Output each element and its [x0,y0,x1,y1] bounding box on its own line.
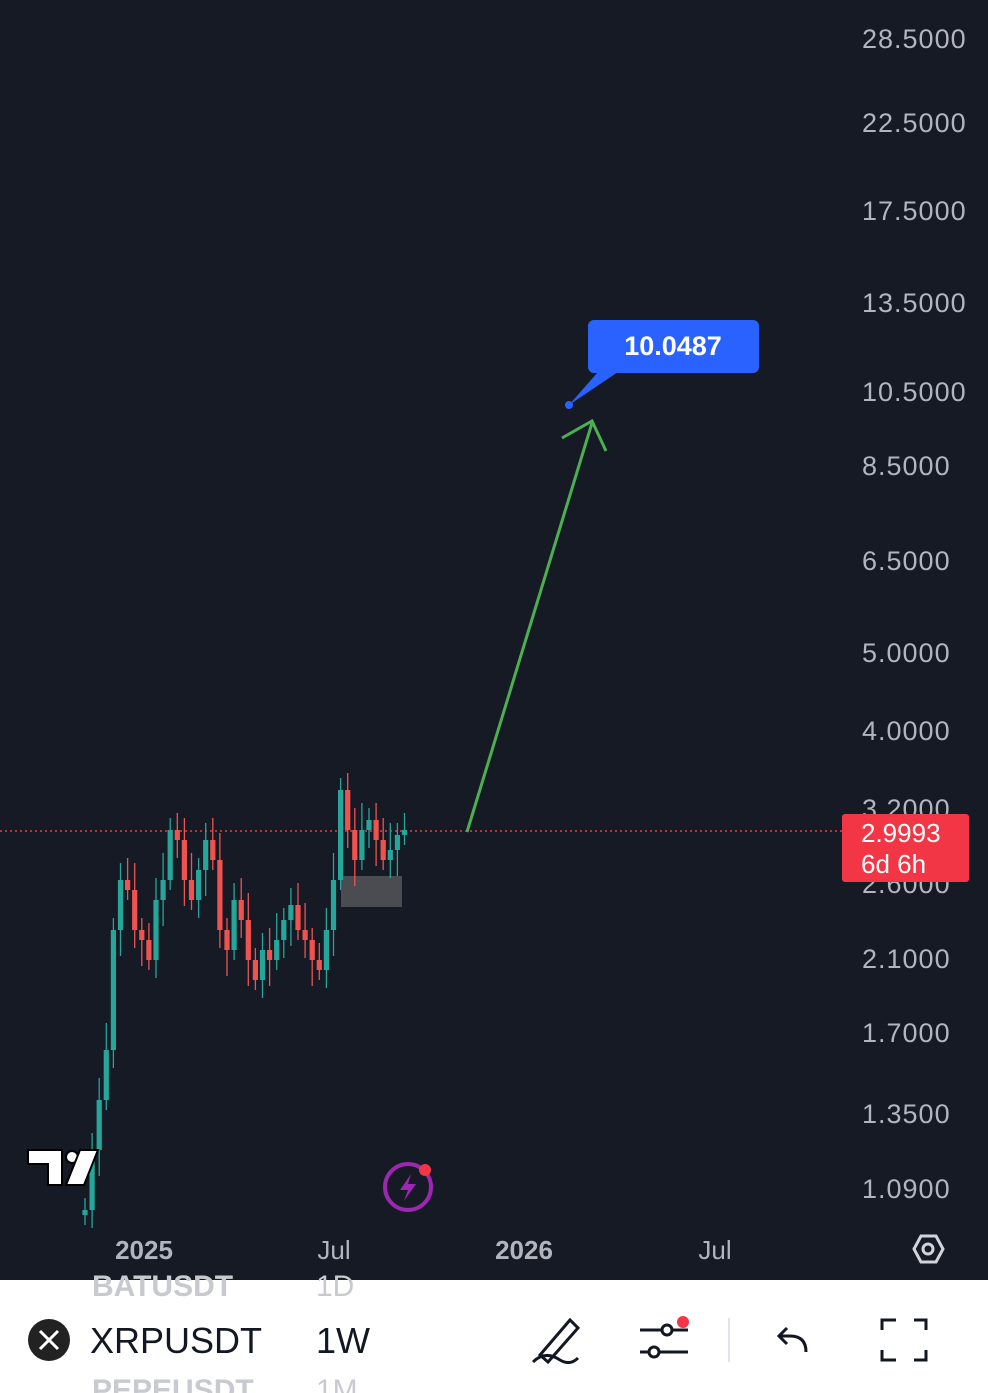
ghost-symbol: BATUSDT [92,1270,233,1303]
last-price: 2.9993 [861,818,941,848]
draw-icon[interactable] [531,1317,581,1365]
candle [309,940,315,960]
time-label: Jul [317,1235,350,1265]
ghost-interval: 1M [316,1374,358,1393]
time-label: 2026 [495,1235,553,1265]
toolbar [0,1280,988,1393]
flash-badge [419,1164,431,1176]
candle [217,860,223,930]
price-label: 22.5000 [862,108,967,138]
candle [181,840,187,880]
price-label: 2.1000 [862,944,951,974]
candle [188,880,195,900]
candle [196,870,202,900]
arrow [465,422,594,833]
candle [380,840,386,860]
interval[interactable]: 1W [316,1320,370,1361]
candle [330,880,337,930]
symbol-icon-x [38,1329,60,1351]
candle [210,840,216,860]
candle [288,905,294,920]
symbol[interactable]: XRPUSDT [90,1320,262,1361]
ghost-interval: 1D [316,1270,354,1303]
indicators-icon[interactable] [640,1323,688,1359]
price-label: 17.5000 [862,196,967,226]
candle [238,900,244,920]
candle [174,830,180,840]
candle [96,1100,102,1150]
arrow-head [561,418,608,452]
candle [231,900,237,950]
price-label: 1.7000 [862,1018,951,1048]
candle [316,960,322,970]
candle [259,950,266,980]
undo-icon[interactable] [776,1326,808,1353]
price-label: 13.5000 [862,288,967,318]
price-label: 28.5000 [862,24,967,54]
candle [82,1210,88,1215]
candle [167,830,173,880]
candle [373,820,379,840]
candle [295,905,301,930]
candle [139,930,145,940]
candle [245,920,251,960]
settings-dot [921,1242,935,1256]
price-label: 8.5000 [862,451,951,481]
price-label: 5.0000 [862,638,951,668]
candles [82,773,408,1228]
countdown: 6d 6h [861,849,926,879]
candle [103,1050,109,1100]
settings-icon[interactable] [912,1234,945,1264]
price-label: 1.0900 [862,1174,951,1204]
candle [401,830,408,835]
candle [153,900,159,960]
callout [588,320,759,373]
candle [224,930,230,950]
candle [132,890,138,930]
candle [89,1150,95,1210]
candle [345,790,351,830]
time-label: Jul [698,1235,731,1265]
target-label: 10.0487 [624,331,722,361]
flash-icon[interactable] [383,1162,433,1212]
candle [281,920,287,940]
fullscreen-icon[interactable] [880,1318,928,1362]
candle [146,940,152,960]
candle [366,820,372,830]
candle [203,840,209,870]
target-dot [565,401,573,409]
candle [338,790,344,880]
candle [160,880,166,900]
zone-box [341,876,402,907]
tv-logo [27,1149,100,1186]
price-label: 6.5000 [862,546,951,576]
candle [302,930,308,940]
candle [323,930,329,970]
candle [267,950,273,960]
ghost-symbol: PEPEUSDT [92,1374,254,1393]
price-label: 4.0000 [862,716,951,746]
candle [252,960,258,980]
candle [125,880,131,890]
candle [110,930,116,1050]
candle [352,830,358,860]
last-price-box [842,814,969,882]
callout-tail [569,372,618,405]
time-label: 2025 [115,1235,173,1265]
price-label: 1.3500 [862,1099,951,1129]
candle [359,830,365,860]
price-label: 10.5000 [862,377,967,407]
candle [387,850,393,860]
candle [394,835,400,850]
candle [117,880,124,930]
indicators-badge [677,1316,689,1328]
candle [274,940,280,960]
chart-bg [0,0,988,1280]
flash-bolt [400,1174,416,1201]
